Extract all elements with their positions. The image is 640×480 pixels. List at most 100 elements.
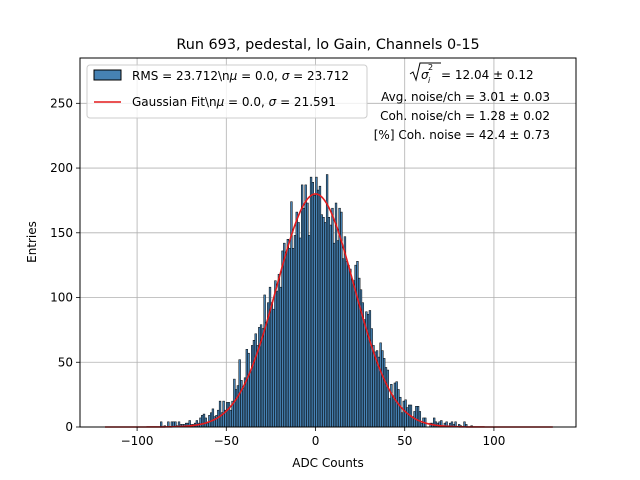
histogram-bar [304, 184, 307, 428]
histogram-bar [345, 261, 348, 428]
histogram-bar [374, 351, 377, 428]
histogram-bar [318, 185, 322, 428]
x-tick-label: −50 [214, 434, 239, 448]
histogram-bar [349, 268, 352, 428]
x-tick-label: −100 [121, 434, 154, 448]
histogram-bar [218, 400, 222, 428]
histogram-bar [281, 250, 284, 428]
legend-label-rms: RMS = 23.712\nμ = 0.0, σ = 23.712 [132, 69, 349, 83]
histogram-bar [320, 214, 323, 428]
y-tick-label: 150 [50, 226, 73, 240]
histogram-bar [234, 389, 238, 428]
histogram-bar [343, 236, 347, 428]
chart-title: Run 693, pedestal, lo Gain, Channels 0-1… [176, 37, 479, 53]
histogram-bar [283, 242, 286, 428]
histogram-bar [263, 294, 266, 428]
histogram-bar [254, 333, 257, 428]
histogram-bar [272, 308, 275, 428]
histogram-bar [279, 286, 282, 428]
histogram-bar [317, 189, 320, 428]
histogram-bar [384, 367, 388, 428]
histogram-bar [311, 182, 314, 428]
histogram-bar [386, 369, 389, 428]
histogram-bar [256, 345, 259, 428]
histogram-bar [251, 345, 254, 428]
histogram-bar [300, 184, 304, 428]
histogram-bar [252, 340, 256, 428]
histogram-bar [391, 395, 395, 428]
histogram-bar [306, 202, 309, 428]
histogram-bar [331, 207, 334, 428]
legend-box [86, 64, 368, 119]
histogram-bar [415, 406, 418, 428]
annotation-coh-pct: [%] Coh. noise = 42.4 ± 0.73 [374, 128, 550, 142]
histogram-bar [308, 235, 311, 428]
histogram-bar [336, 240, 339, 428]
histogram-bar [342, 258, 345, 428]
noise-annotations: σ 2 i = 12.04 ± 0.12 Avg. noise/ch = 3.0… [374, 62, 550, 142]
histogram-bar [313, 194, 316, 428]
histogram-bar [277, 273, 281, 428]
histogram-bar [209, 412, 213, 428]
histogram-bar [309, 176, 313, 428]
histogram-bar [397, 389, 400, 428]
histogram-bars [160, 174, 473, 428]
histogram-bar [416, 406, 420, 428]
histogram-bar [236, 385, 240, 428]
histogram-bar [270, 302, 273, 428]
histogram-bar [302, 207, 306, 428]
axes-frame [79, 57, 577, 428]
histogram-bar [261, 328, 265, 428]
y-axis-label: Entries [25, 221, 39, 263]
histogram-bar [227, 402, 231, 428]
x-tick-label: 0 [312, 434, 320, 448]
histogram-bar [390, 384, 393, 428]
histogram-bar [333, 242, 336, 428]
histogram-bar [226, 402, 229, 428]
histogram-bar [402, 400, 405, 428]
histogram-bar [350, 279, 354, 428]
histogram-bar [352, 280, 356, 428]
histogram-bar [329, 224, 332, 428]
histogram-bar [388, 398, 391, 428]
histogram-bar [379, 342, 382, 428]
histogram-bar [368, 310, 372, 428]
legend: RMS = 23.712\nμ = 0.0, σ = 23.712 Gaussi… [86, 64, 368, 119]
histogram-bar [293, 235, 297, 428]
annotation-sigma-sq: σ 2 i = 12.04 ± 0.12 [409, 62, 534, 85]
axis-ticks: −100 −50 0 50 100 0 50 100 150 200 250 [50, 96, 505, 448]
histogram-bar [215, 415, 218, 428]
histogram-bar [381, 350, 384, 428]
svg-text:i: i [428, 76, 431, 85]
x-tick-label: 50 [397, 434, 412, 448]
histogram-bar [356, 261, 359, 428]
histogram-bar [383, 358, 386, 428]
histogram-bar [393, 382, 397, 428]
histogram-bar [338, 207, 341, 428]
histogram-bar [245, 349, 248, 428]
histogram-bar [395, 381, 398, 428]
svg-text:2: 2 [428, 63, 433, 72]
sqrt-symbol [409, 62, 441, 82]
histogram-bar [420, 422, 423, 428]
histogram-bar [199, 417, 202, 428]
histogram-bar [334, 202, 338, 428]
legend-swatch-rms [93, 69, 122, 81]
histogram-bar [347, 264, 350, 428]
histogram-bar [322, 217, 325, 428]
y-tick-label: 0 [65, 420, 73, 434]
histogram-bar [406, 407, 409, 428]
histogram-bar [315, 176, 318, 428]
y-tick-label: 250 [50, 96, 73, 110]
annotation-avg-noise: Avg. noise/ch = 3.01 ± 0.03 [381, 90, 550, 104]
histogram-bar [399, 396, 402, 428]
histogram-bar [211, 408, 215, 428]
x-axis-label: ADC Counts [292, 456, 364, 470]
histogram-bar [201, 415, 204, 428]
histogram-bar [400, 412, 404, 428]
histogram-bar [286, 239, 289, 428]
histogram-bar [242, 387, 245, 428]
y-tick-label: 50 [58, 355, 73, 369]
y-tick-label: 200 [50, 161, 73, 175]
